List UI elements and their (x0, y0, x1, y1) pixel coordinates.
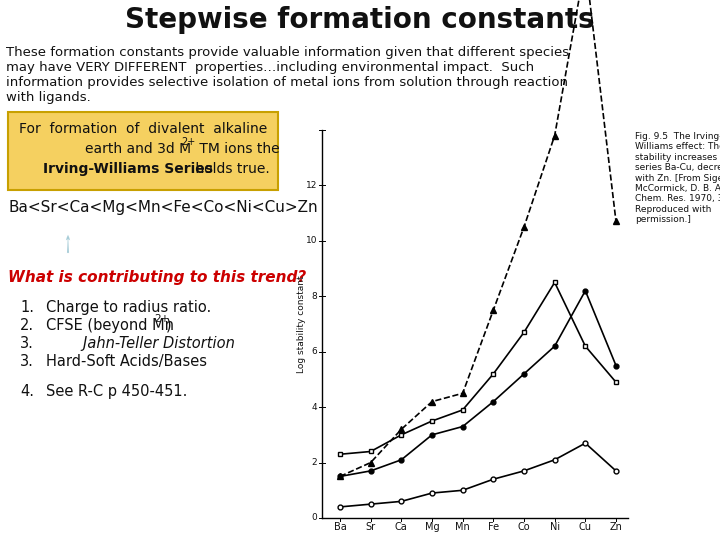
Text: 0: 0 (311, 514, 317, 523)
Text: These formation constants provide valuable information given that different spec: These formation constants provide valuab… (6, 46, 569, 59)
FancyBboxPatch shape (8, 112, 278, 190)
Text: Fe: Fe (487, 522, 499, 532)
Text: holds true.: holds true. (191, 162, 270, 176)
Text: with ligands.: with ligands. (6, 91, 91, 104)
Text: 6: 6 (311, 347, 317, 356)
Text: Cu: Cu (579, 522, 592, 532)
Text: may have VERY DIFFERENT  properties…including environmental impact.  Such: may have VERY DIFFERENT properties…inclu… (6, 61, 534, 74)
Text: Charge to radius ratio.: Charge to radius ratio. (46, 300, 211, 315)
Text: 1.: 1. (20, 300, 34, 315)
Text: Ba<Sr<Ca<Mg<Mn<Fe<Co<Ni<Cu>Zn: Ba<Sr<Ca<Mg<Mn<Fe<Co<Ni<Cu>Zn (8, 200, 318, 215)
Text: 3.: 3. (20, 354, 34, 369)
Text: ): ) (166, 318, 171, 333)
Text: Hard-Soft Acids/Bases: Hard-Soft Acids/Bases (46, 354, 207, 369)
Text: 2: 2 (311, 458, 317, 467)
Text: For  formation  of  divalent  alkaline: For formation of divalent alkaline (19, 122, 267, 136)
Text: TM ions the: TM ions the (195, 142, 279, 156)
Text: 10: 10 (305, 237, 317, 245)
Text: Sr: Sr (366, 522, 376, 532)
Text: 4: 4 (311, 403, 317, 411)
Text: Ca: Ca (395, 522, 408, 532)
Text: See R-C p 450-451.: See R-C p 450-451. (46, 384, 187, 399)
Text: Ba: Ba (333, 522, 346, 532)
Text: 2.: 2. (20, 318, 34, 333)
Text: 12: 12 (305, 181, 317, 190)
Text: information provides selective isolation of metal ions from solution through rea: information provides selective isolation… (6, 76, 568, 89)
Text: Stepwise formation constants: Stepwise formation constants (125, 6, 595, 34)
Text: 2+: 2+ (181, 137, 195, 147)
Text: earth and 3d M: earth and 3d M (85, 142, 191, 156)
Text: Zn: Zn (610, 522, 622, 532)
Text: Fig. 9.5  The Irving-
Williams effect: The
stability increases in the
series Ba-: Fig. 9.5 The Irving- Williams effect: Th… (635, 132, 720, 224)
Text: What is contributing to this trend?: What is contributing to this trend? (8, 270, 306, 285)
Text: Mn: Mn (455, 522, 470, 532)
Text: Irving-Williams Series: Irving-Williams Series (43, 162, 213, 176)
Text: 3.: 3. (20, 336, 34, 351)
Text: Co: Co (518, 522, 531, 532)
Text: Log stability constant: Log stability constant (297, 275, 307, 373)
Text: 2+: 2+ (154, 314, 169, 324)
Text: Ni: Ni (549, 522, 559, 532)
Text: 4.: 4. (20, 384, 34, 399)
Text: 8: 8 (311, 292, 317, 301)
Text: Mg: Mg (425, 522, 439, 532)
Text: CFSE (beyond Mn: CFSE (beyond Mn (46, 318, 174, 333)
Text: Jahn-Teller Distortion: Jahn-Teller Distortion (46, 336, 235, 351)
